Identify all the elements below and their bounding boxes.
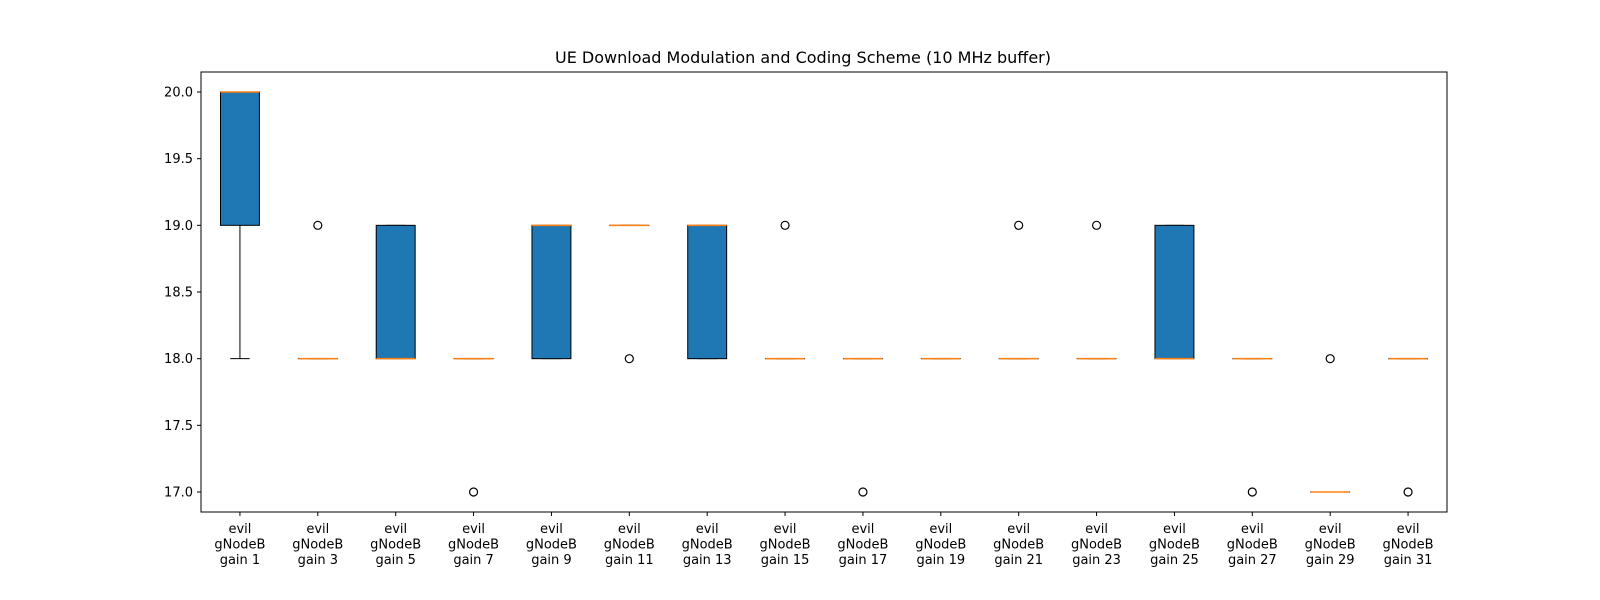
x-tick-label-line: gNodeB — [370, 538, 421, 553]
x-tick-label-line: gain 23 — [1072, 553, 1121, 568]
x-tick-label-line: gNodeB — [292, 538, 343, 553]
x-tick-label-line: evil — [696, 522, 719, 537]
outlier-point — [313, 220, 323, 230]
x-tick-label-line: evil — [1319, 522, 1342, 537]
x-tick-label-line: gNodeB — [1149, 538, 1200, 553]
x-tick-label: evil gNodeB gain 21 — [993, 522, 1044, 568]
outlier-point — [624, 354, 634, 364]
x-tick-label-line: gain 13 — [683, 553, 732, 568]
x-tick-label-line: gain 7 — [453, 553, 493, 568]
x-tick-label-line: gNodeB — [837, 538, 888, 553]
x-tick-label-line: evil — [1163, 522, 1186, 537]
outlier-point — [1091, 220, 1102, 230]
x-tick-label: evil gNodeB gain 13 — [682, 522, 733, 568]
x-tick-label-line: gain 1 — [220, 553, 260, 568]
x-tick-label-line: evil — [929, 522, 952, 537]
x-tick-label: evil gNodeB gain 11 — [604, 522, 655, 568]
x-tick-label-line: gain 31 — [1384, 553, 1433, 568]
x-tick-label-line: evil — [1085, 522, 1108, 537]
x-tick-label-line: evil — [618, 522, 641, 537]
x-tick-label-line: gain 11 — [605, 553, 654, 568]
x-tick-label: evil gNodeB gain 31 — [1383, 522, 1434, 568]
x-tick-label-line: gNodeB — [1071, 538, 1122, 553]
y-tick-label: 19.5 — [164, 152, 193, 167]
y-tick-label: 18.0 — [164, 352, 193, 367]
x-tick-label-line: evil — [1241, 522, 1264, 537]
x-tick-label: evil gNodeB gain 25 — [1149, 522, 1200, 568]
box — [219, 91, 260, 226]
x-tick-label-line: gain 25 — [1150, 553, 1199, 568]
x-tick-label: evil gNodeB gain 23 — [1071, 522, 1122, 568]
x-tick-label: evil gNodeB gain 3 — [292, 522, 343, 568]
x-tick-label-line: gNodeB — [448, 538, 499, 553]
x-tick-label-line: gain 15 — [761, 553, 810, 568]
x-tick-label-line: evil — [462, 522, 485, 537]
x-tick-label-line: gNodeB — [1305, 538, 1356, 553]
x-tick-label-line: evil — [774, 522, 797, 537]
x-tick-label: evil gNodeB gain 1 — [214, 522, 265, 568]
x-tick-label-line: evil — [228, 522, 251, 537]
x-tick-label-line: gNodeB — [526, 538, 577, 553]
x-tick-label-line: gNodeB — [993, 538, 1044, 553]
x-tick-label-line: gNodeB — [1383, 538, 1434, 553]
box — [375, 224, 416, 360]
x-tick-label-line: evil — [1397, 522, 1420, 537]
y-tick-label: 17.0 — [164, 486, 193, 501]
x-tick-label-line: gain 27 — [1228, 553, 1277, 568]
x-tick-label: evil gNodeB gain 17 — [837, 522, 888, 568]
x-tick-label-line: gain 3 — [298, 553, 338, 568]
x-tick-label: evil gNodeB gain 29 — [1305, 522, 1356, 568]
y-tick-label: 19.0 — [164, 219, 193, 234]
x-tick-label: evil gNodeB gain 9 — [526, 522, 577, 568]
x-tick-label-line: gNodeB — [915, 538, 966, 553]
box — [531, 224, 572, 360]
outlier-point — [1325, 354, 1335, 364]
x-tick-label-line: evil — [540, 522, 563, 537]
x-tick-label: evil gNodeB gain 19 — [915, 522, 966, 568]
outlier-point — [1014, 220, 1024, 230]
x-tick-label-line: gNodeB — [214, 538, 265, 553]
box — [687, 224, 728, 360]
x-tick-label: evil gNodeB gain 15 — [760, 522, 811, 568]
outlier-point — [1403, 487, 1413, 497]
y-tick-label: 17.5 — [164, 419, 193, 434]
x-tick-label-line: gNodeB — [760, 538, 811, 553]
x-tick-label-line: gain 21 — [994, 553, 1043, 568]
x-tick-label-line: gain 17 — [839, 553, 888, 568]
x-tick-label-line: gain 5 — [375, 553, 415, 568]
x-tick-label-line: gNodeB — [604, 538, 655, 553]
outlier-point — [1247, 487, 1257, 497]
x-tick-label-line: evil — [1007, 522, 1030, 537]
y-tick-label: 20.0 — [164, 86, 193, 101]
outlier-point — [780, 220, 790, 230]
x-tick-label-line: gain 29 — [1306, 553, 1355, 568]
x-tick-label-line: gain 19 — [916, 553, 965, 568]
x-tick-label: evil gNodeB gain 27 — [1227, 522, 1278, 568]
x-tick-label-line: gNodeB — [682, 538, 733, 553]
box — [1154, 224, 1195, 360]
outlier-point — [858, 487, 868, 497]
x-tick-label-line: gain 9 — [531, 553, 571, 568]
outlier-point — [468, 487, 479, 497]
y-tick-label: 18.5 — [164, 286, 193, 301]
chart-title: UE Download Modulation and Coding Scheme… — [555, 48, 1051, 67]
x-tick-label: evil gNodeB gain 5 — [370, 522, 421, 568]
x-tick-label: evil gNodeB gain 7 — [448, 522, 499, 568]
x-tick-label-line: evil — [851, 522, 874, 537]
x-tick-label-line: evil — [384, 522, 407, 537]
x-tick-label-line: gNodeB — [1227, 538, 1278, 553]
x-tick-label-line: evil — [306, 522, 329, 537]
